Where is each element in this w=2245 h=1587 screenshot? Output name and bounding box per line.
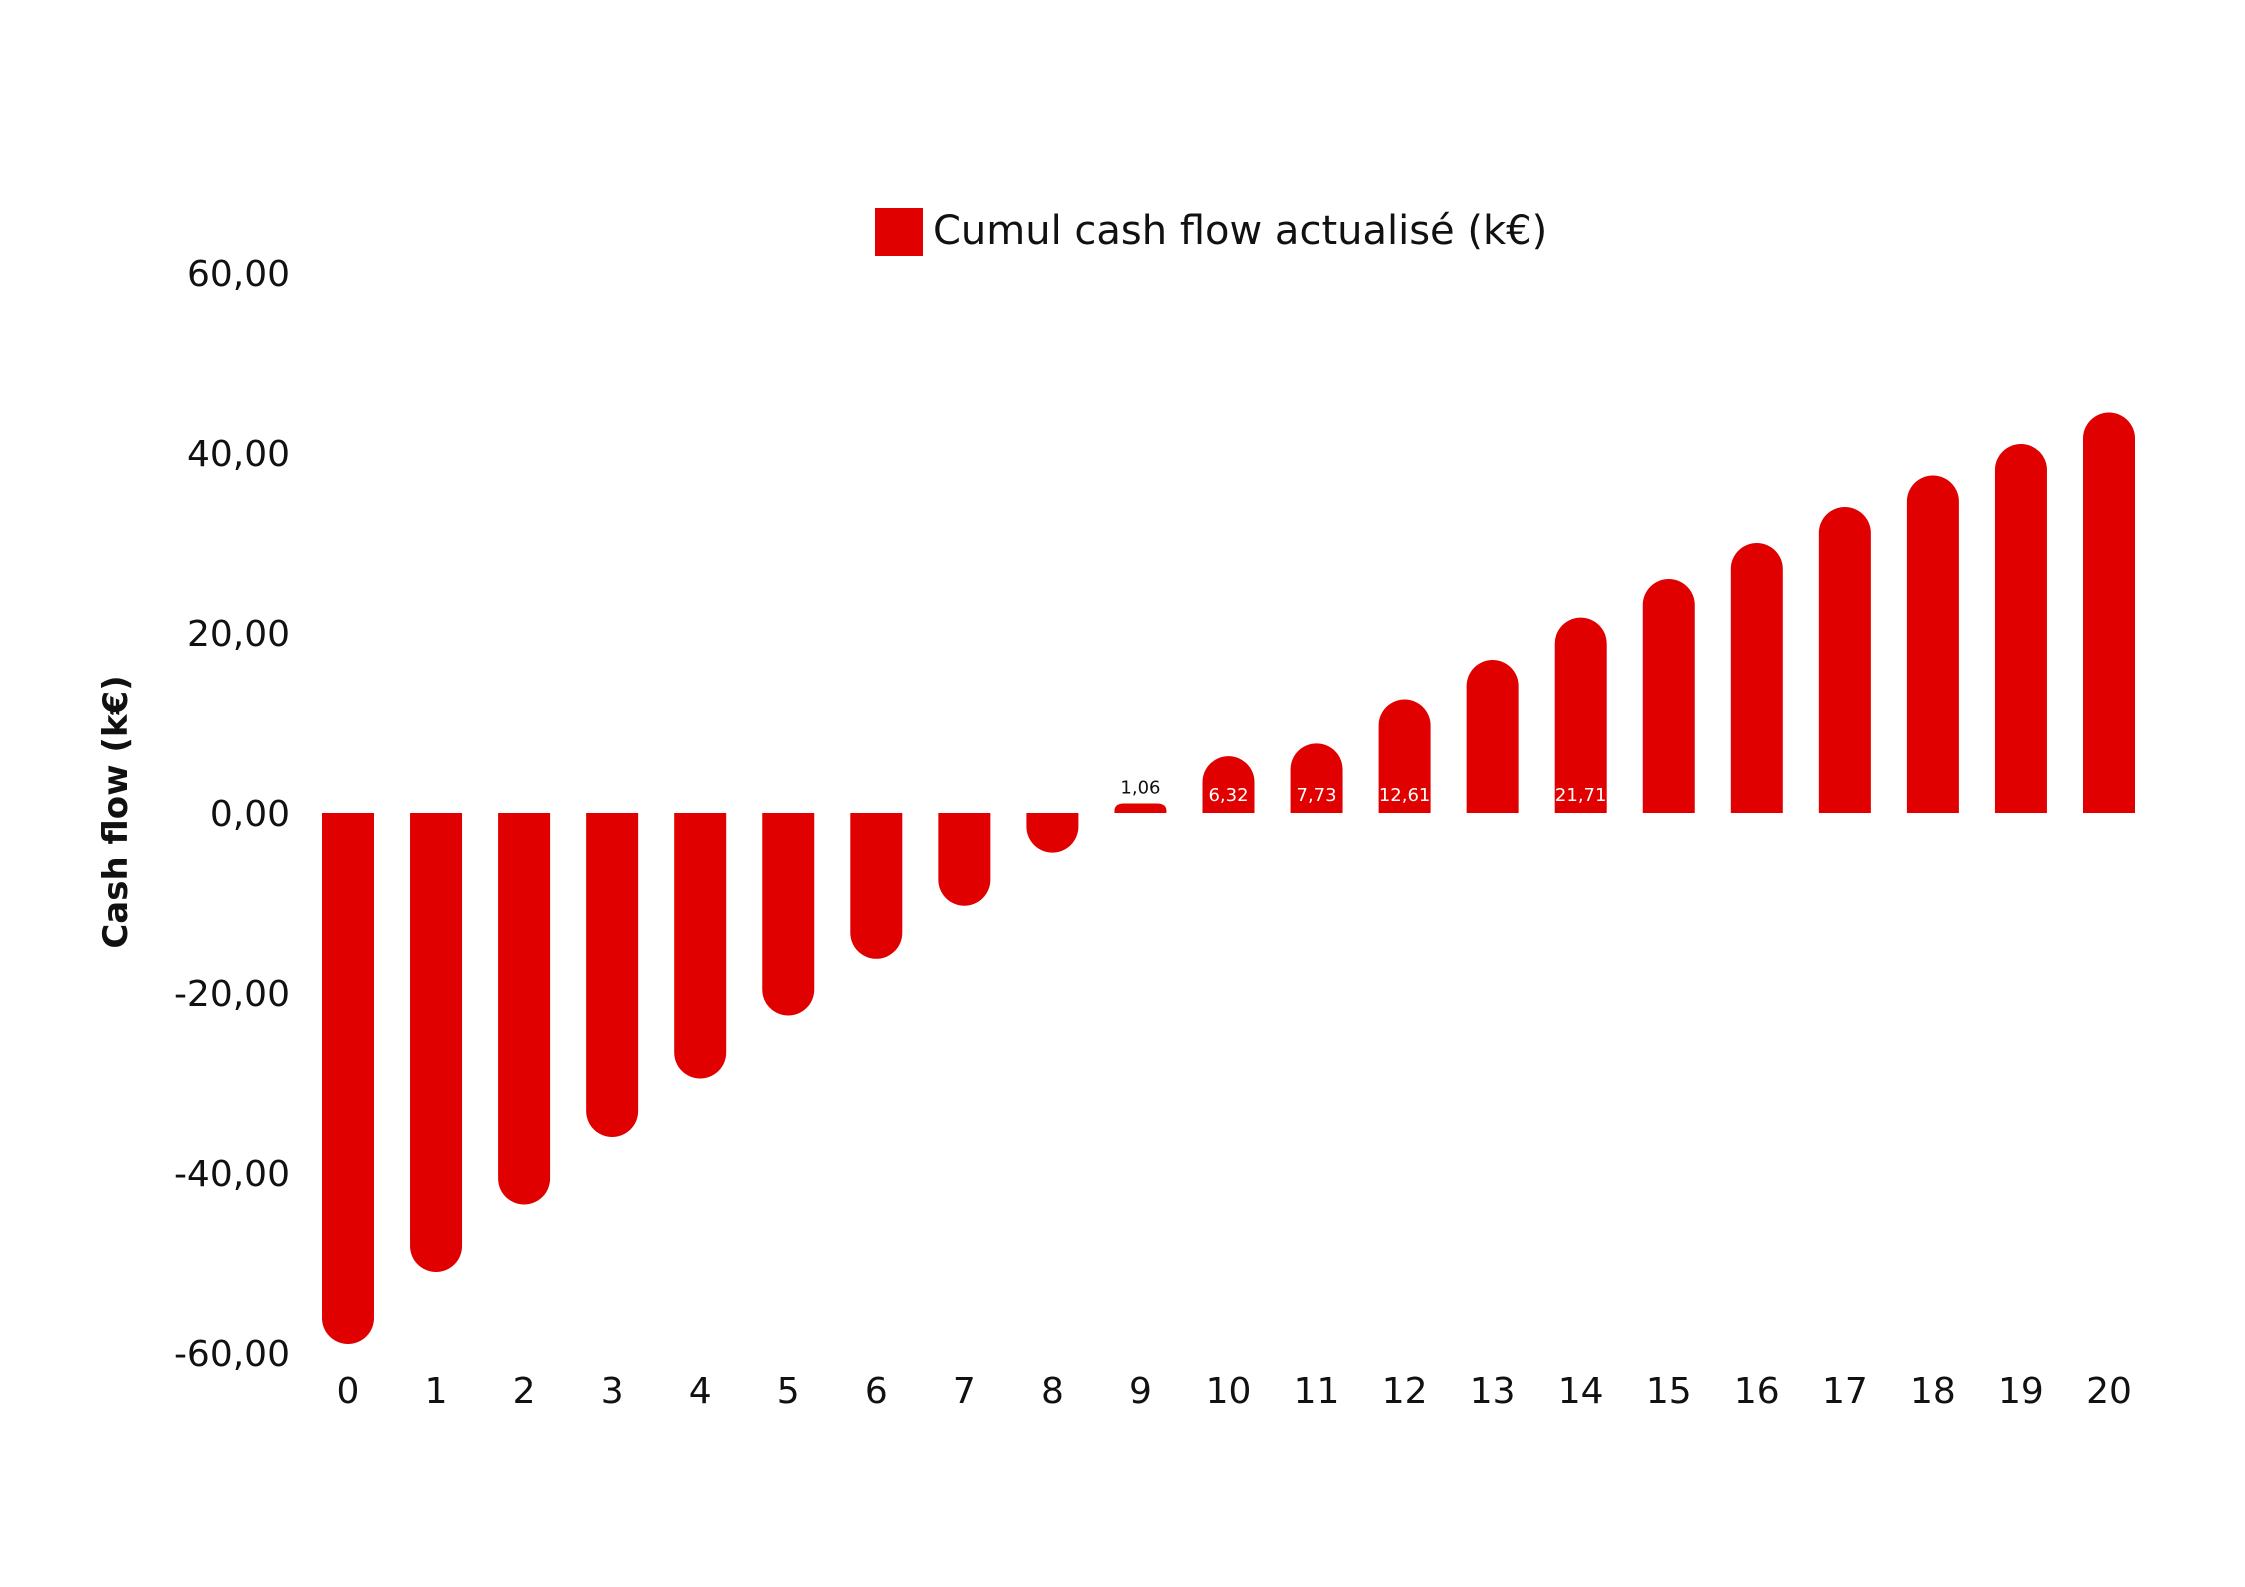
data-label: 7,73	[1297, 785, 1337, 806]
bar-4	[674, 813, 727, 1079]
bar-11	[1290, 743, 1343, 813]
y-tick-label: 0,00	[210, 794, 290, 835]
bar-9	[1114, 803, 1167, 813]
x-tick-label: 14	[1558, 1371, 1604, 1412]
bar-6	[850, 813, 903, 959]
x-tick-label: 20	[2086, 1371, 2132, 1412]
x-tick-label: 17	[1822, 1371, 1868, 1412]
x-tick-label: 4	[689, 1371, 712, 1412]
bar-2	[498, 813, 551, 1205]
legend: Cumul cash flow actualisé (k€)	[875, 208, 1547, 256]
x-tick-label: 7	[953, 1371, 976, 1412]
x-tick-label: 8	[1041, 1371, 1064, 1412]
y-tick-label: 40,00	[187, 434, 290, 475]
bar-20	[2083, 412, 2135, 813]
bar-16	[1730, 543, 1783, 813]
y-tick-label: -40,00	[174, 1154, 290, 1195]
bar-8	[1026, 813, 1079, 853]
data-label: 1,06	[1120, 777, 1160, 798]
y-axis-label: Cash flow (k€)	[96, 675, 136, 948]
bar-15	[1642, 579, 1695, 813]
x-tick-label: 5	[777, 1371, 800, 1412]
bar-5	[762, 813, 815, 1016]
data-label: 6,32	[1208, 785, 1248, 806]
legend-label: Cumul cash flow actualisé (k€)	[933, 208, 1547, 254]
data-labels: 1,06 6,32 7,73 12,61 21,71	[1120, 777, 1606, 806]
x-tick-label: 19	[1998, 1371, 2044, 1412]
x-tick-label: 3	[601, 1371, 624, 1412]
x-tick-label: 15	[1646, 1371, 1692, 1412]
y-tick-label: -20,00	[174, 974, 290, 1015]
data-label: 21,71	[1555, 785, 1607, 806]
legend-swatch	[875, 208, 923, 256]
bar-14	[1554, 617, 1607, 813]
bar-1	[410, 813, 463, 1273]
x-tick-label: 6	[865, 1371, 888, 1412]
x-tick-label: 2	[513, 1371, 536, 1412]
bar-19	[1994, 444, 2047, 813]
x-tick-label: 1	[425, 1371, 448, 1412]
bar-10	[1202, 756, 1255, 813]
x-tick-label: 18	[1910, 1371, 1956, 1412]
bars	[322, 412, 2135, 1344]
x-tick-label: 10	[1206, 1371, 1252, 1412]
bar-18	[1906, 475, 1959, 813]
data-label: 12,61	[1379, 785, 1431, 806]
bar-12	[1378, 699, 1431, 813]
bar-17	[1818, 507, 1871, 813]
x-tick-label: 16	[1734, 1371, 1780, 1412]
bar-13	[1466, 660, 1519, 813]
bar-3	[586, 813, 639, 1137]
x-axis-ticks: 0 1 2 3 4 5 6 7 8 9 10 11 12 13 14 15 16 17 18 19 20	[337, 1371, 2132, 1412]
y-tick-label: 20,00	[187, 614, 290, 655]
x-tick-label: 9	[1129, 1371, 1152, 1412]
y-tick-label: 60,00	[187, 254, 290, 295]
y-axis-ticks: 60,00 40,00 20,00 0,00 -20,00 -40,00 -60,00	[174, 254, 290, 1375]
x-tick-label: 12	[1382, 1371, 1428, 1412]
x-tick-label: 11	[1294, 1371, 1340, 1412]
bar-0	[322, 813, 374, 1344]
bar-7	[938, 813, 991, 906]
y-tick-label: -60,00	[174, 1334, 290, 1375]
x-tick-label: 0	[337, 1371, 360, 1412]
x-tick-label: 13	[1470, 1371, 1516, 1412]
